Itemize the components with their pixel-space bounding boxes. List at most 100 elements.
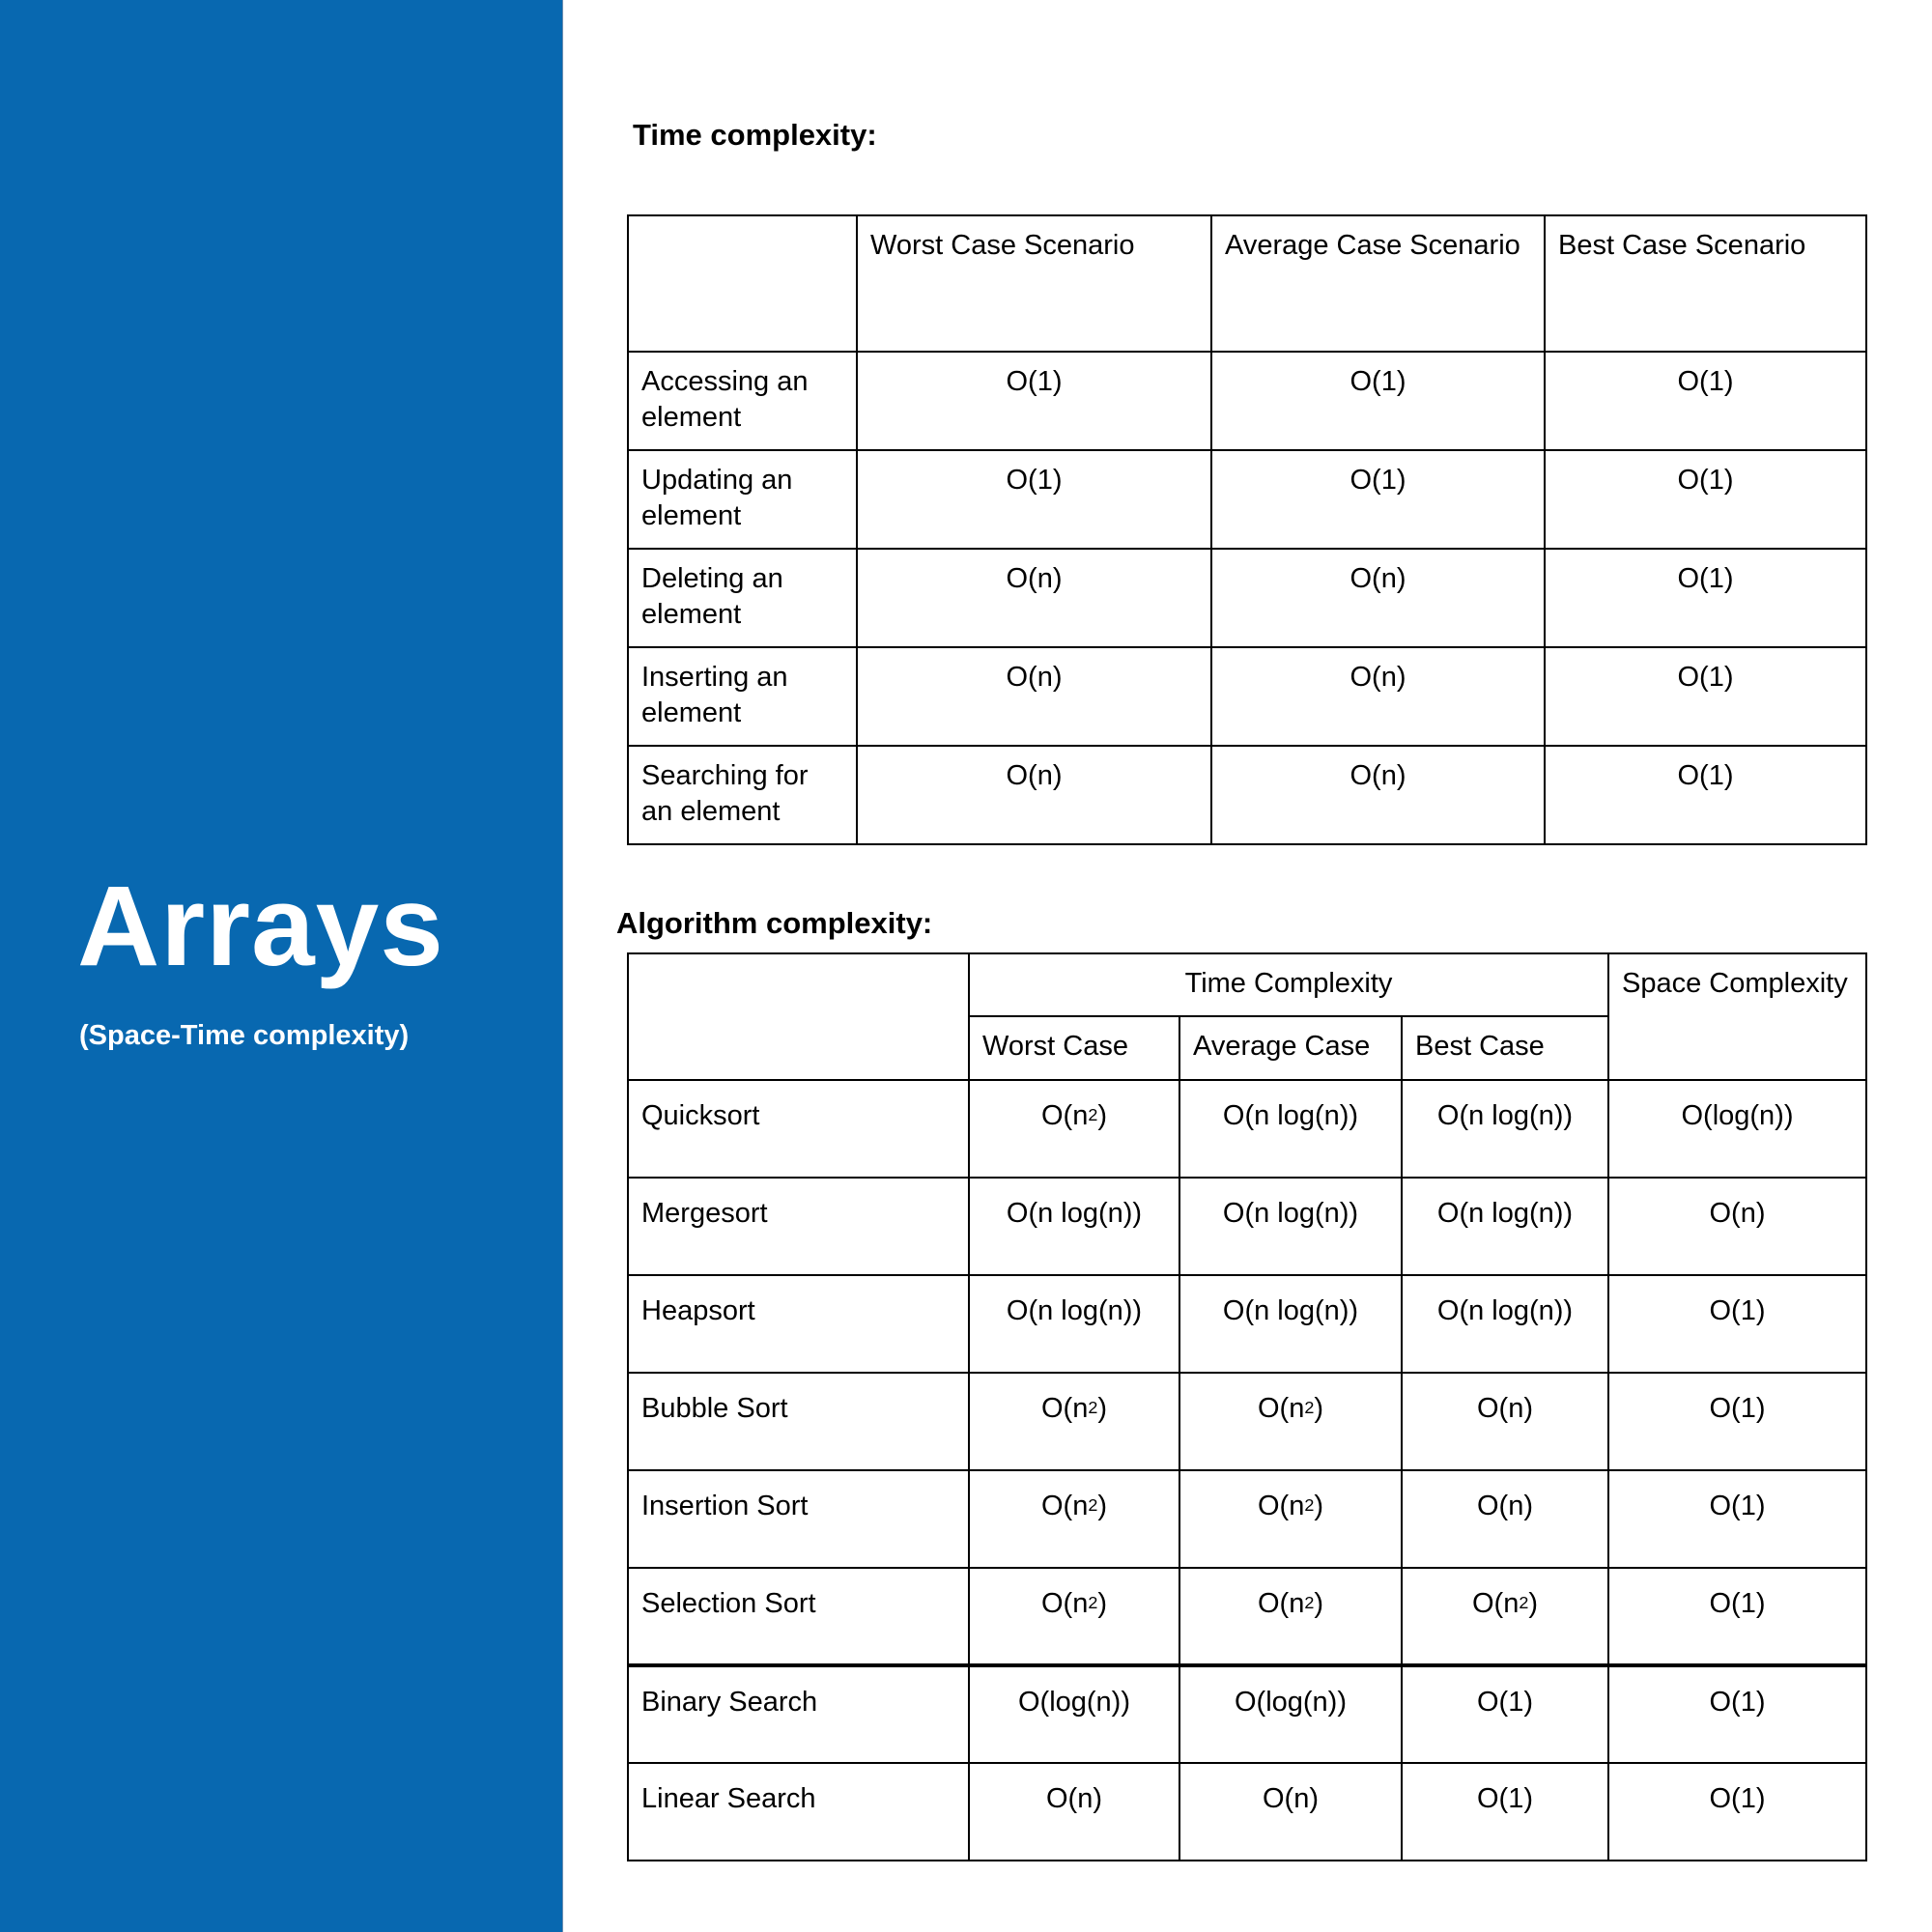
complexity-cell: O(n) [1401, 1372, 1609, 1471]
table-row: Quicksort O(n2) O(n log(n)) O(n log(n)) O(lo… [627, 1079, 1867, 1179]
exponent-superscript: 2 [1519, 1593, 1529, 1613]
complexity-cell: O(1) [1544, 745, 1867, 845]
exponent-superscript: 2 [1088, 1495, 1098, 1516]
exponent-superscript: 2 [1304, 1495, 1315, 1516]
algorithm-name-cell: Mergesort [627, 1177, 970, 1276]
complexity-cell: O(n) [856, 646, 1212, 747]
complexity-cell: O(n log(n)) [968, 1274, 1180, 1374]
exponent-superscript: 2 [1088, 1398, 1098, 1418]
table-row: Heapsort O(n log(n)) O(n log(n)) O(n log(n)… [627, 1274, 1867, 1374]
complexity-cell: O(1) [1607, 1762, 1867, 1861]
table-row: Deleting an element O(n) O(n) O(1) [627, 548, 1867, 648]
table-row: Updating an element O(1) O(1) O(1) [627, 449, 1867, 550]
complexity-cell: O(1) [1544, 449, 1867, 550]
algorithm-complexity-table: Time Complexity Space Complexity Worst C… [627, 952, 1867, 1861]
complexity-cell: O(n log(n)) [1179, 1079, 1403, 1179]
complexity-cell: O(n) [1210, 646, 1546, 747]
time-complexity-group-header: Time Complexity [968, 952, 1609, 1017]
table-header-row: Time Complexity Space Complexity [627, 952, 1867, 1081]
column-header: Average Case [1179, 1015, 1403, 1081]
column-header: Worst Case Scenario [856, 214, 1212, 353]
operation-cell: Inserting an element [627, 646, 858, 747]
complexity-cell: O(n2) [968, 1567, 1180, 1666]
complexity-cell: O(log(n)) [968, 1663, 1180, 1764]
complexity-cell: O(n log(n)) [1401, 1177, 1609, 1276]
table-row: Searching for an element O(n) O(n) O(1) [627, 745, 1867, 845]
complexity-cell: O(n) [1401, 1469, 1609, 1569]
table-header-row: Worst Case Scenario Average Case Scenari… [627, 214, 1867, 353]
complexity-cell: O(n log(n)) [1179, 1274, 1403, 1374]
table-row: Bubble Sort O(n2) O(n2) O(n) O(1) [627, 1372, 1867, 1471]
algorithm-name-cell: Insertion Sort [627, 1469, 970, 1569]
sidebar: Arrays (Space-Time complexity) [0, 0, 563, 1932]
complexity-cell: O(n log(n)) [1401, 1274, 1609, 1374]
table-row: Selection Sort O(n2) O(n2) O(n2) O(1) [627, 1567, 1867, 1666]
complexity-cell: O(n log(n)) [968, 1177, 1180, 1276]
operation-cell: Deleting an element [627, 548, 858, 648]
complexity-cell: O(1) [1401, 1762, 1609, 1861]
complexity-cell: O(n) [1607, 1177, 1867, 1276]
complexity-cell: O(1) [1210, 449, 1546, 550]
complexity-cell: O(n) [856, 745, 1212, 845]
operation-cell: Accessing an element [627, 351, 858, 451]
complexity-cell: O(log(n)) [1607, 1079, 1867, 1179]
table-row: Accessing an element O(1) O(1) O(1) [627, 351, 1867, 451]
complexity-cell: O(n2) [968, 1469, 1180, 1569]
complexity-cell: O(1) [1544, 351, 1867, 451]
complexity-cell: O(n2) [1179, 1567, 1403, 1666]
table-header-row: Worst Case Average Case Best Case [628, 1015, 1866, 1081]
header-corner-cell [627, 214, 858, 353]
table-row: Mergesort O(n log(n)) O(n log(n)) O(n log(n… [627, 1177, 1867, 1276]
sidebar-title: Arrays [77, 863, 444, 990]
column-header: Worst Case [968, 1015, 1180, 1081]
complexity-cell: O(n) [968, 1762, 1180, 1861]
table-row: Inserting an element O(n) O(n) O(1) [627, 646, 1867, 747]
table-row: Linear Search O(n) O(n) O(1) O(1) [627, 1762, 1867, 1861]
complexity-cell: O(1) [1607, 1567, 1867, 1666]
time-complexity-heading: Time complexity: [633, 118, 877, 152]
algorithm-name-cell: Binary Search [627, 1663, 970, 1764]
complexity-cell: O(n2) [1179, 1372, 1403, 1471]
complexity-cell: O(1) [1607, 1469, 1867, 1569]
column-header: Best Case Scenario [1544, 214, 1867, 353]
complexity-cell: O(1) [1544, 548, 1867, 648]
complexity-cell: O(1) [1401, 1663, 1609, 1764]
complexity-cell: O(n log(n)) [1179, 1177, 1403, 1276]
algorithm-name-cell: Heapsort [627, 1274, 970, 1374]
complexity-cell: O(n) [1210, 548, 1546, 648]
complexity-cell: O(n) [1179, 1762, 1403, 1861]
complexity-cell: O(n2) [968, 1079, 1180, 1179]
complexity-cell: O(n2) [1401, 1567, 1609, 1666]
complexity-cell: O(n2) [1179, 1469, 1403, 1569]
complexity-cell: O(1) [1607, 1274, 1867, 1374]
complexity-cell: O(1) [856, 449, 1212, 550]
complexity-cell: O(n) [1210, 745, 1546, 845]
exponent-superscript: 2 [1088, 1593, 1098, 1613]
complexity-cell: O(1) [1210, 351, 1546, 451]
algorithm-name-cell: Linear Search [627, 1762, 970, 1861]
column-header: Average Case Scenario [1210, 214, 1546, 353]
complexity-cell: O(log(n)) [1179, 1663, 1403, 1764]
algorithm-name-cell: Bubble Sort [627, 1372, 970, 1471]
complexity-cell: O(n) [856, 548, 1212, 648]
complexity-cell: O(1) [856, 351, 1212, 451]
exponent-superscript: 2 [1304, 1398, 1315, 1418]
algorithm-name-cell: Selection Sort [627, 1567, 970, 1666]
operation-cell: Searching for an element [627, 745, 858, 845]
time-complexity-table: Worst Case Scenario Average Case Scenari… [627, 214, 1867, 845]
complexity-cell: O(1) [1544, 646, 1867, 747]
header-corner-cell [627, 952, 970, 1081]
sidebar-subtitle: (Space-Time complexity) [79, 1020, 410, 1051]
complexity-cell: O(n2) [968, 1372, 1180, 1471]
exponent-superscript: 2 [1088, 1105, 1098, 1125]
space-complexity-header: Space Complexity [1607, 952, 1867, 1081]
complexity-cell: O(n log(n)) [1401, 1079, 1609, 1179]
exponent-superscript: 2 [1304, 1593, 1315, 1613]
operation-cell: Updating an element [627, 449, 858, 550]
complexity-cell: O(1) [1607, 1663, 1867, 1764]
column-header: Best Case [1401, 1015, 1609, 1081]
algorithm-name-cell: Quicksort [627, 1079, 970, 1179]
table-row: Insertion Sort O(n2) O(n2) O(n) O(1) [627, 1469, 1867, 1569]
complexity-cell: O(1) [1607, 1372, 1867, 1471]
table-row: Binary Search O(log(n)) O(log(n)) O(1) O(1) [627, 1663, 1867, 1764]
